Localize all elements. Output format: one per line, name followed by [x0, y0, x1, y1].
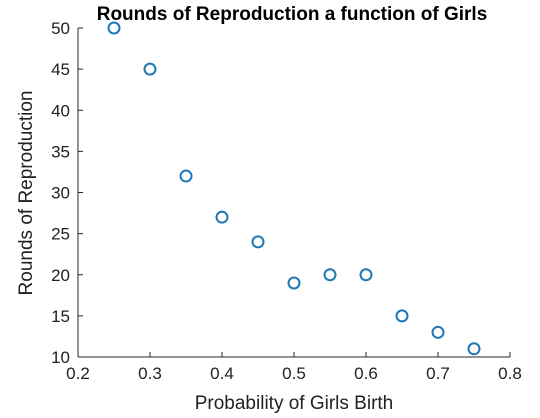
data-point — [467, 342, 481, 356]
x-tick-label: 0.2 — [66, 364, 90, 383]
x-ticks: 0.2 0.3 0.4 0.5 0.6 0.7 0.8 — [66, 352, 522, 383]
x-tick-label: 0.7 — [426, 364, 450, 383]
x-tick-label: 0.4 — [210, 364, 234, 383]
data-point — [323, 268, 337, 282]
x-tick-label: 0.5 — [282, 364, 306, 383]
y-tick-label: 10 — [51, 348, 70, 367]
data-point — [143, 62, 157, 76]
y-ticks: 10 15 20 25 30 35 40 45 50 — [51, 19, 83, 367]
data-point — [359, 268, 373, 282]
y-tick-label: 40 — [51, 101, 70, 120]
x-tick-label: 0.6 — [354, 364, 378, 383]
data-point — [431, 325, 445, 339]
data-point — [107, 21, 121, 35]
y-tick-label: 25 — [51, 225, 70, 244]
data-point — [287, 276, 301, 290]
chart-title: Rounds of Reproduction a function of Gir… — [97, 4, 488, 25]
axes — [77, 28, 510, 358]
data-point — [215, 210, 229, 224]
data-point — [395, 309, 409, 323]
y-tick-label: 50 — [51, 19, 70, 38]
x-tick-label: 0.8 — [498, 364, 522, 383]
y-axis-label: Rounds of Reproduction — [16, 91, 37, 296]
data-point — [251, 235, 265, 249]
y-tick-label: 15 — [51, 307, 70, 326]
x-tick-label: 0.3 — [138, 364, 162, 383]
y-tick-label: 45 — [51, 60, 70, 79]
x-axis-label: Probability of Girls Birth — [195, 393, 394, 414]
data-point — [179, 169, 193, 183]
y-tick-label: 30 — [51, 184, 70, 203]
y-tick-label: 35 — [51, 142, 70, 161]
y-tick-label: 20 — [51, 266, 70, 285]
data-points — [107, 21, 481, 356]
